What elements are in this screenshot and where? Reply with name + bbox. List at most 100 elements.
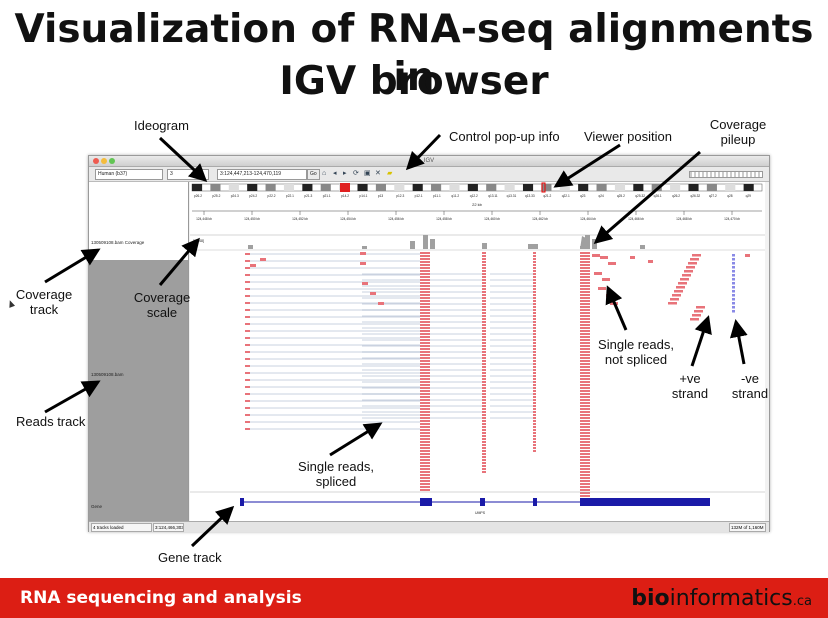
read-block — [580, 372, 590, 374]
gene-name-label: UMPS — [475, 511, 486, 515]
logo-tld: .ca — [792, 594, 812, 609]
read-block — [245, 365, 250, 367]
gene-track-label[interactable]: Gene — [91, 504, 103, 509]
go-button[interactable]: Go — [307, 169, 320, 180]
read-block — [533, 399, 536, 401]
cytoband-label: q24 — [599, 194, 605, 198]
genome-dropdown[interactable]: Human (b37) — [95, 169, 163, 180]
read-block — [482, 294, 486, 296]
read-block — [580, 291, 590, 293]
read-block — [533, 447, 536, 449]
igv-tracks-svg: p26.2 p25.2 p24.3 p24.2 p22.2 p22.1 p21.3 p21.1… — [190, 182, 765, 515]
refresh-icon[interactable]: ⟳ — [353, 170, 359, 177]
ruler-tick-label: 124,452 kb — [292, 217, 308, 221]
read-block — [420, 402, 430, 404]
read-block — [580, 441, 590, 443]
read-block — [580, 357, 590, 359]
popup-info-icon[interactable]: ▰ — [387, 170, 393, 177]
locus-input[interactable]: 3:124,447,213-124,470,119 — [217, 169, 307, 180]
read-block — [482, 267, 486, 269]
read-block — [533, 441, 536, 443]
read-block — [580, 252, 590, 254]
read-block — [533, 438, 536, 440]
read-block — [482, 462, 486, 464]
read-block — [420, 333, 430, 335]
label-coverage-track-line2: track — [29, 302, 59, 317]
cytoband — [431, 184, 442, 191]
reads-track-name-area — [89, 260, 188, 522]
cytoband — [412, 184, 423, 191]
cytoband — [541, 184, 552, 191]
read-block — [533, 261, 536, 263]
forward-icon[interactable]: ▸ — [343, 170, 347, 177]
read-block — [580, 486, 590, 488]
read-block — [580, 429, 590, 431]
read-block — [482, 423, 486, 425]
home-icon[interactable]: ⌂ — [322, 170, 327, 177]
back-icon[interactable]: ◂ — [333, 170, 337, 177]
neg-strand-read — [732, 258, 735, 261]
zoom-slider[interactable] — [689, 171, 763, 178]
read-block — [533, 366, 536, 368]
coverage-track-label[interactable]: 130509108.bam Coverage — [91, 240, 145, 245]
read-block — [533, 318, 536, 320]
read-block — [482, 387, 486, 389]
read-block — [533, 348, 536, 350]
arrow-single-spliced — [329, 422, 383, 457]
gene-exon — [533, 498, 537, 506]
cytoband — [247, 184, 258, 191]
read-block — [420, 417, 430, 419]
cytoband-label: q26.1 — [654, 194, 662, 198]
arrow-gene-track — [190, 505, 235, 548]
read-block — [420, 393, 430, 395]
label-gene-track: Gene track — [158, 550, 222, 565]
read-block — [482, 417, 486, 419]
label-coverage-pileup-line1: Coverage — [709, 117, 767, 132]
read-block — [533, 285, 536, 287]
reads-track-label[interactable]: 130509108.bam — [91, 372, 124, 377]
single-read — [592, 254, 600, 257]
read-block — [580, 495, 590, 497]
region-icon[interactable]: ▣ — [364, 170, 371, 177]
read-block — [420, 489, 430, 491]
read-block — [580, 354, 590, 356]
read-block — [533, 354, 536, 356]
read-block — [420, 384, 430, 386]
minimize-window-icon[interactable] — [101, 158, 107, 164]
read-block — [533, 357, 536, 359]
ruler-tick-label: 124,460 kb — [484, 217, 500, 221]
igv-data-panel: p26.2 p25.2 p24.3 p24.2 p22.2 p22.1 p21.3 p21.1… — [190, 182, 765, 524]
close-icon[interactable]: ✕ — [375, 170, 381, 177]
centromere — [340, 183, 350, 192]
pos-strand-read — [672, 294, 681, 297]
cytoband-label: p13 — [378, 194, 384, 198]
close-window-icon[interactable] — [93, 158, 99, 164]
read-block — [580, 294, 590, 296]
read-block — [420, 375, 430, 377]
pos-strand-read — [676, 286, 685, 289]
arrow-pos-strand — [690, 315, 712, 367]
label-reads-track: Reads track — [16, 414, 86, 429]
read-block — [420, 342, 430, 344]
read-block — [420, 255, 430, 257]
read-block — [533, 288, 536, 290]
label-single-not-spliced-line1: Single reads, — [598, 337, 674, 352]
maximize-window-icon[interactable] — [109, 158, 115, 164]
label-neg-strand: -ve strand — [724, 371, 776, 401]
read-block — [533, 282, 536, 284]
read-block — [245, 337, 250, 339]
ruler-tick-label: 124,468 kb — [676, 217, 692, 221]
label-neg-strand-line2: strand — [731, 386, 769, 401]
single-read — [608, 262, 616, 265]
pos-strand-read — [688, 262, 697, 265]
neg-strand-read — [732, 278, 735, 281]
read-block — [533, 342, 536, 344]
read-block — [482, 258, 486, 260]
read-block — [580, 255, 590, 257]
ruler-tick-label: 124,470 kb — [724, 217, 740, 221]
cytoband-label: p12.3 — [396, 194, 404, 198]
ruler-tick-label: 124,448 kb — [196, 217, 212, 221]
label-pos-strand-line2: strand — [671, 386, 709, 401]
